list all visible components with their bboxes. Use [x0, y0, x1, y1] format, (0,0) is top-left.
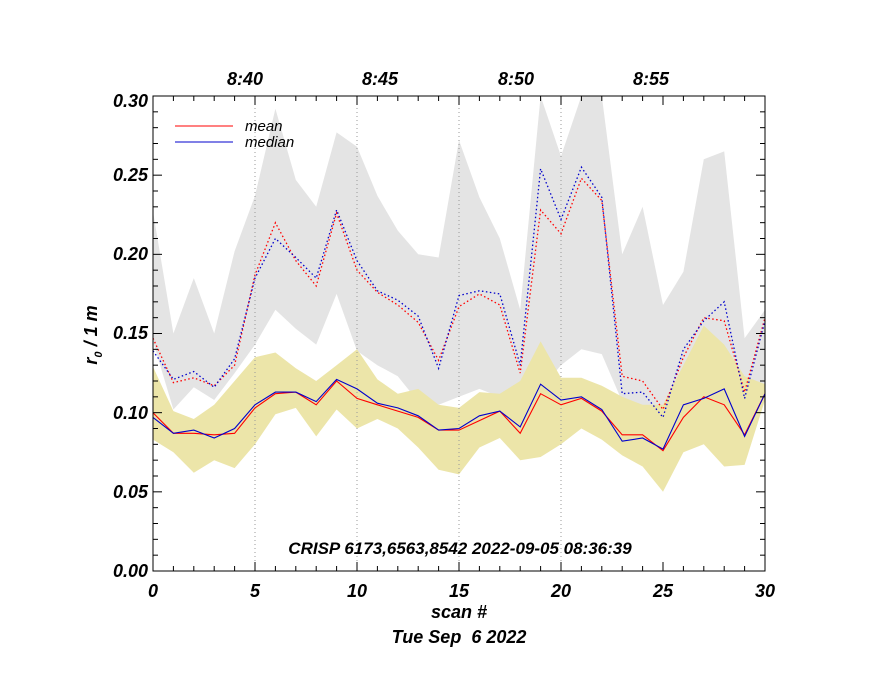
y-tick-labels: 0.00 0.05 0.10 0.15 0.20 0.25 0.30 [113, 91, 149, 581]
x-tick-label: 5 [250, 581, 261, 601]
top-time-label: 8:40 [227, 69, 263, 89]
series-layer [152, 165, 766, 452]
top-time-label: 8:55 [633, 69, 670, 89]
x-tick-label: 10 [347, 581, 367, 601]
legend-mean-label: mean [245, 118, 283, 135]
date-label: Tue Sep 6 2022 [392, 627, 527, 647]
y-axis-title-subscript: 0 [93, 351, 105, 358]
ticks-layer [152, 95, 766, 572]
x-tick-labels: 0 5 10 15 20 25 30 [148, 581, 775, 601]
y-tick-label: 0.05 [113, 482, 149, 502]
band-outer-range [153, 96, 765, 424]
y-axis-title-main: r [81, 357, 101, 365]
y-tick-label: 0.00 [113, 561, 148, 581]
series-median [152, 378, 766, 450]
x-axis-title: scan # [431, 602, 487, 622]
y-tick-label: 0.15 [113, 323, 149, 343]
series-median-dotted [152, 165, 766, 419]
x-tick-label: 15 [449, 581, 470, 601]
top-time-labels: 8:40 8:45 8:50 8:55 [227, 69, 670, 89]
series-mean-dotted [152, 177, 766, 411]
legend-median-label: median [245, 134, 294, 151]
top-time-label: 8:45 [362, 69, 399, 89]
y-axis-title-rest: / 1 m [81, 305, 101, 351]
y-tick-label: 0.25 [113, 165, 149, 185]
x-tick-label: 20 [550, 581, 571, 601]
y-axis-title: r0 / 1 m [81, 305, 105, 364]
top-time-label: 8:50 [498, 69, 534, 89]
y-tick-label: 0.10 [113, 403, 148, 423]
y-tick-label: 0.30 [113, 91, 148, 111]
x-tick-label: 30 [755, 581, 775, 601]
chart-title: CRISP 6173,6563,8542 2022-09-05 08:36:39 [288, 539, 632, 558]
y-tick-label: 0.20 [113, 244, 148, 264]
x-tick-label: 0 [148, 581, 158, 601]
legend: mean median [175, 118, 294, 151]
series-mean [152, 380, 766, 452]
x-tick-label: 25 [652, 581, 674, 601]
